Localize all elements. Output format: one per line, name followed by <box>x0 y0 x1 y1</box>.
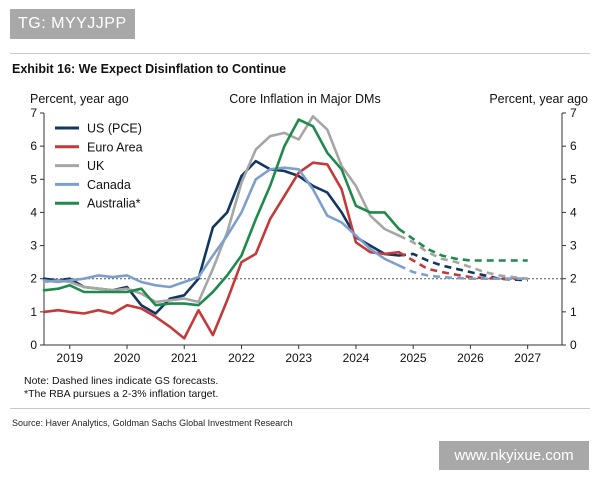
legend-label-euro-area: Euro Area <box>87 140 143 154</box>
y-tick-label-left: 6 <box>30 139 37 153</box>
series-line-uk <box>42 115 401 304</box>
top-divider <box>10 53 590 54</box>
watermark-tag: TG: MYYJJPP <box>10 9 135 39</box>
y-tick-label-left: 2 <box>30 272 37 286</box>
y-tick-label-left: 4 <box>30 205 37 219</box>
x-tick-label: 2027 <box>514 351 541 365</box>
y-tick-label-right: 0 <box>570 338 577 352</box>
x-tick-label: 2024 <box>343 351 370 365</box>
y-tick-label-right: 3 <box>570 239 577 253</box>
x-tick-label: 2021 <box>171 351 198 365</box>
chart-note-1: Note: Dashed lines indicate GS forecasts… <box>24 375 218 387</box>
y-tick-label-right: 5 <box>570 172 577 186</box>
legend-label-australia: Australia* <box>87 197 141 211</box>
series-line-australia <box>42 118 401 307</box>
y-tick-label-left: 1 <box>30 305 37 319</box>
x-tick-label: 2025 <box>400 351 427 365</box>
watermark-url: www.nkyixue.com <box>439 441 589 470</box>
y-tick-label-left: 3 <box>30 239 37 253</box>
y-tick-label-right: 4 <box>570 205 577 219</box>
source-divider <box>10 408 590 409</box>
forecast-line-euro-area <box>398 251 528 281</box>
forecast-line-uk <box>398 234 528 280</box>
y-tick-label-right: 7 <box>570 106 577 120</box>
y-tick-label-right: 1 <box>570 305 577 319</box>
forecast-line-canada <box>398 264 528 281</box>
x-tick-label: 2022 <box>228 351 255 365</box>
chart-title: Core Inflation in Major DMs <box>229 92 380 106</box>
legend-label-uk: UK <box>87 159 105 173</box>
x-tick-label: 2023 <box>285 351 312 365</box>
y-tick-label-left: 5 <box>30 172 37 186</box>
legend-label-us-pce: US (PCE) <box>87 122 142 136</box>
exhibit-title: Exhibit 16: We Expect Disinflation to Co… <box>12 62 287 76</box>
forecast-line-us-pce <box>398 252 528 282</box>
legend-label-canada: Canada <box>87 178 131 192</box>
y-tick-label-left: 0 <box>30 338 37 352</box>
source-text: Source: Haver Analytics, Goldman Sachs G… <box>12 418 293 428</box>
y-axis-label-right: Percent, year ago <box>489 92 588 106</box>
series-line-canada <box>42 166 401 289</box>
y-tick-label-right: 2 <box>570 272 577 286</box>
series-line-euro-area <box>42 161 401 340</box>
forecast-line-australia <box>398 227 528 262</box>
x-tick-label: 2026 <box>457 351 484 365</box>
x-tick-label: 2019 <box>56 351 83 365</box>
y-axis-label-left: Percent, year ago <box>30 92 129 106</box>
x-tick-label: 2020 <box>114 351 141 365</box>
y-tick-label-left: 7 <box>30 106 37 120</box>
y-tick-label-right: 6 <box>570 139 577 153</box>
chart-note-2: *The RBA pursues a 2-3% inflation target… <box>24 388 218 400</box>
